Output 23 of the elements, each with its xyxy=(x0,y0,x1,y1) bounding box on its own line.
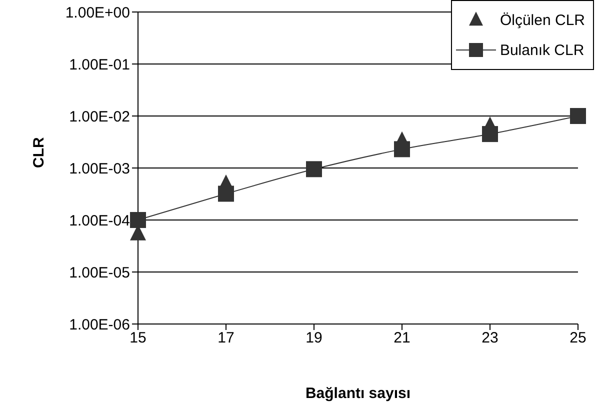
point xyxy=(306,161,322,178)
legend-label: Ölçülen CLR xyxy=(500,12,585,28)
legend-label: Bulanık CLR xyxy=(500,42,584,58)
point xyxy=(218,186,234,202)
y-tick-label: 1.00E-01 xyxy=(69,56,130,74)
x-tick-label: 17 xyxy=(218,330,234,347)
x-tick-label: 25 xyxy=(570,330,586,347)
point xyxy=(482,126,498,142)
y-tick-label: 1.00E-03 xyxy=(69,160,130,178)
point xyxy=(570,108,586,124)
x-tick-label: 21 xyxy=(394,330,410,347)
y-tick-label: 1.00E+00 xyxy=(65,4,130,22)
y-tick-label: 1.00E-06 xyxy=(69,316,130,334)
y-tick-label: 1.00E-02 xyxy=(69,108,130,126)
x-tick-label: 19 xyxy=(306,330,322,347)
point xyxy=(394,141,410,158)
y-tick-label: 1.00E-04 xyxy=(69,212,130,230)
x-axis-title: Bağlantı sayısı xyxy=(305,385,411,402)
point xyxy=(130,212,146,228)
y-tick-label: 1.00E-05 xyxy=(69,264,130,282)
x-tick-label: 23 xyxy=(482,330,498,347)
x-tick-label: 15 xyxy=(130,330,146,347)
y-axis-title: CLR xyxy=(30,137,48,168)
